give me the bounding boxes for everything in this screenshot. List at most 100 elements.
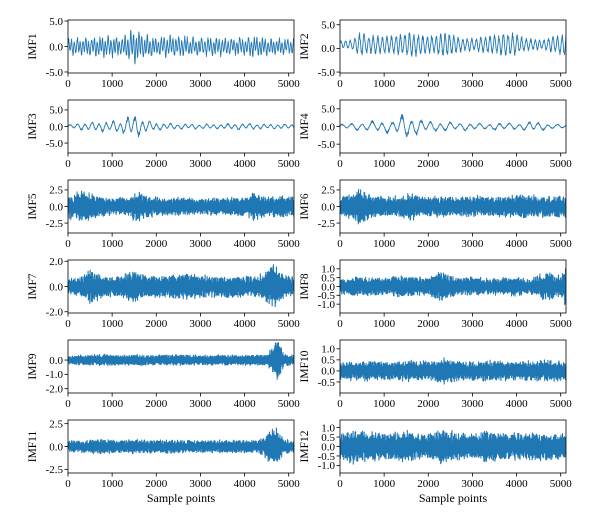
y-tick-label: 1.0	[321, 422, 335, 434]
y-tick-label: 2.5	[49, 185, 63, 197]
x-tick-label: 3000	[461, 78, 484, 90]
y-tick-label: -0.5	[318, 451, 336, 463]
x-tick-label: 1000	[101, 158, 124, 170]
x-tick-label: 3000	[189, 318, 212, 330]
x-tick-label: 4000	[234, 318, 257, 330]
subplot-imf10: -0.50.00.51.0 0 1000 2000 3000 4000 5000 IMF10	[299, 339, 572, 410]
y-tick-label: -5.0	[46, 138, 64, 150]
y-axis-label: IMF7	[27, 273, 39, 299]
x-tick-label: 4000	[506, 398, 529, 410]
x-tick-label: 1000	[373, 78, 396, 90]
x-tick-label: 0	[337, 318, 343, 330]
y-tick-label: -5.0	[318, 67, 336, 79]
x-tick-label: 2000	[145, 478, 168, 490]
y-tick-label: 5.0	[49, 105, 63, 117]
x-tick-label: 3000	[461, 398, 484, 410]
y-tick-label: -5.0	[318, 139, 336, 151]
x-tick-label: 4000	[506, 78, 529, 90]
subplot-imf5: -2.5 0.0 2.5 0 1000 2000 3000 4000 5000 IMF5	[27, 179, 301, 250]
x-tick-label: 1000	[373, 318, 396, 330]
series-line-imf4	[340, 114, 566, 138]
y-tick-label: 1.0	[321, 344, 335, 356]
x-tick-label: 4000	[506, 318, 529, 330]
y-tick-label: 0.5	[321, 432, 335, 444]
x-tick-label: 4000	[506, 158, 529, 170]
x-tick-label: 4000	[234, 478, 257, 490]
series-line-imf8	[340, 268, 566, 306]
x-tick-label: 2000	[145, 398, 168, 410]
y-axis-label: IMF8	[299, 273, 311, 299]
y-axis-label: IMF9	[27, 353, 39, 379]
y-axis-label: IMF6	[299, 193, 311, 219]
x-tick-label: 0	[337, 398, 343, 410]
x-tick-label: 3000	[189, 238, 212, 250]
plot-frame	[67, 99, 295, 154]
x-tick-label: 5000	[278, 398, 301, 410]
series-line-imf6	[340, 188, 566, 225]
y-axis-label: IMF2	[299, 33, 311, 59]
plot-frame	[339, 19, 567, 74]
x-tick-label: 5000	[278, 318, 301, 330]
y-tick-label: 0.0	[321, 281, 335, 293]
y-tick-label: 0.0	[321, 201, 335, 213]
x-tick-label: 2000	[417, 478, 440, 490]
y-axis-label: IMF4	[299, 113, 311, 139]
x-tick-label: 4000	[234, 398, 257, 410]
y-tick-label: 0.0	[49, 41, 63, 53]
x-tick-label: 1000	[101, 238, 124, 250]
y-tick-label: 5.0	[321, 20, 335, 32]
subplot-imf6: -2.5 0.0 2.5 0 1000 2000 3000 4000 5000 IMF6	[299, 179, 573, 250]
y-tick-label: -1.0	[318, 299, 336, 311]
x-tick-label: 3000	[189, 78, 212, 90]
x-tick-label: 5000	[550, 78, 573, 90]
x-tick-label: 5000	[278, 158, 301, 170]
y-tick-label: 0.0	[321, 43, 335, 55]
y-tick-label: 0.0	[49, 281, 63, 293]
x-tick-label: 2000	[145, 238, 168, 250]
y-axis-label: IMF10	[299, 350, 311, 382]
subplot-imf1: -5.0 0.0 5.0 0 1000 2000 3000 4000 5000 IMF1	[27, 16, 300, 90]
x-tick-label: 3000	[189, 398, 212, 410]
x-tick-label: 0	[337, 238, 343, 250]
y-axis-label: IMF11	[27, 430, 39, 462]
y-tick-label: 2.5	[321, 185, 335, 197]
x-tick-label: 5000	[550, 318, 573, 330]
x-tick-label: 0	[65, 158, 71, 170]
x-tick-label: 5000	[550, 478, 573, 490]
y-axis-label: IMF1	[27, 33, 39, 59]
series-line-imf12	[340, 429, 566, 465]
x-tick-label: 5000	[278, 238, 301, 250]
x-tick-label: 1000	[101, 478, 124, 490]
plot-frame	[339, 339, 567, 394]
y-tick-label: -2.0	[46, 384, 64, 396]
y-tick-label: 5.0	[49, 16, 63, 28]
x-tick-label: 1000	[373, 398, 396, 410]
y-tick-label: -1.0	[318, 460, 336, 472]
x-tick-label: 1000	[101, 78, 124, 90]
subplot-imf3: -5.0 0.0 5.0 0 1000 2000 3000 4000 5000 IMF3	[27, 99, 301, 170]
x-tick-label: 0	[65, 238, 71, 250]
y-axis-label: IMF12	[299, 430, 311, 462]
x-tick-label: 0	[337, 78, 343, 90]
x-tick-label: 3000	[189, 158, 212, 170]
y-tick-label: 0.0	[321, 441, 335, 453]
x-axis-label: Sample points	[419, 491, 488, 505]
x-tick-label: 2000	[417, 318, 440, 330]
y-tick-label: 0.0	[49, 201, 63, 213]
x-tick-label: 1000	[373, 478, 396, 490]
series-line-imf9	[68, 342, 294, 380]
y-tick-label: 1.0	[321, 264, 335, 276]
y-tick-label: 0.5	[321, 355, 335, 367]
y-tick-label: -2.5	[46, 218, 64, 230]
series-line-imf10	[340, 357, 566, 385]
x-tick-label: 3000	[189, 478, 212, 490]
y-tick-label: 0.0	[49, 441, 63, 453]
y-tick-label: -1.0	[46, 369, 64, 381]
x-tick-label: 1000	[373, 238, 396, 250]
x-tick-label: 3000	[461, 158, 484, 170]
series-line-imf11	[68, 427, 294, 462]
x-tick-label: 5000	[550, 238, 573, 250]
x-tick-label: 1000	[101, 318, 124, 330]
y-tick-label: 0.0	[49, 355, 63, 367]
